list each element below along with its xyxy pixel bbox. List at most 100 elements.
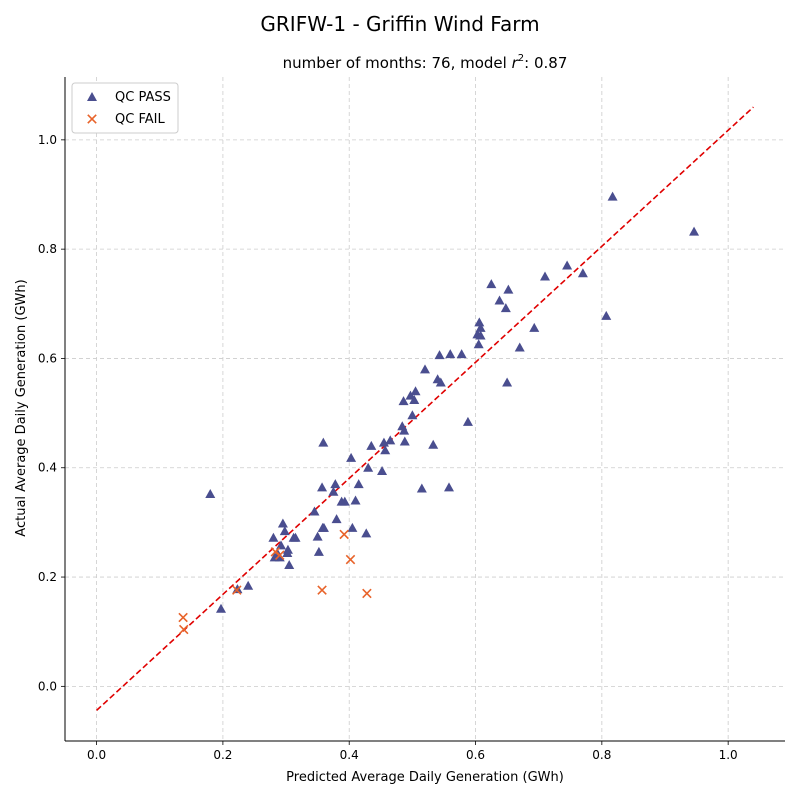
y-tick-label: 0.6 (38, 351, 57, 365)
legend-marker-pass (87, 92, 97, 101)
data-point-pass (318, 437, 329, 447)
chart-suptitle: GRIFW-1 - Griffin Wind Farm (260, 12, 539, 36)
data-point-fail (345, 554, 356, 565)
data-point-fail (274, 550, 285, 560)
data-point-pass (428, 439, 439, 449)
y-tick-label: 0.2 (38, 570, 57, 584)
data-point-pass (434, 350, 445, 360)
data-point-pass (398, 396, 409, 406)
data-point-fail (178, 612, 188, 623)
data-point-pass (607, 191, 618, 201)
subtitle-r: r (512, 54, 519, 72)
data-point-pass (366, 440, 377, 450)
data-point-pass (399, 425, 410, 435)
data-point-pass (435, 377, 446, 387)
data-point-pass (274, 552, 285, 562)
data-point-fail (362, 588, 372, 599)
data-point-pass (339, 496, 350, 506)
data-point-pass (444, 482, 454, 492)
data-point-pass (462, 416, 473, 426)
data-point-fail (270, 547, 281, 557)
x-tick-label: 0.6 (466, 748, 485, 762)
x-tick-label: 0.4 (340, 748, 359, 762)
data-point-pass (500, 303, 511, 313)
data-point-pass (268, 532, 279, 542)
points-layer (178, 191, 700, 635)
data-point-pass (361, 528, 372, 538)
fit-line (96, 106, 754, 711)
data-point-pass (562, 260, 573, 270)
data-point-pass (407, 410, 418, 420)
data-point-pass (353, 479, 364, 489)
data-point-pass (399, 436, 410, 446)
data-point-pass (284, 560, 295, 570)
data-point-pass (279, 526, 290, 536)
data-point-pass (475, 322, 486, 332)
data-point-pass (380, 445, 391, 455)
data-point-pass (494, 295, 505, 305)
data-point-pass (409, 394, 420, 404)
x-tick-label: 0.2 (213, 748, 232, 762)
data-point-pass (540, 271, 550, 281)
y-tick-label: 0.8 (38, 242, 57, 256)
data-point-pass (290, 532, 301, 542)
data-point-pass (377, 466, 388, 476)
data-point-fail (317, 585, 327, 595)
y-tick-label: 0.4 (38, 461, 57, 475)
data-point-pass (331, 514, 342, 524)
subtitle-exponent: 2 (518, 53, 524, 64)
data-point-pass (486, 279, 497, 289)
data-point-pass (385, 435, 396, 445)
data-point-pass (445, 349, 456, 359)
data-point-pass (282, 544, 293, 554)
legend-box (71, 82, 179, 134)
data-point-pass (243, 580, 254, 590)
data-point-pass (689, 226, 700, 236)
ticks-layer: 0.0 0.2 0.4 0.6 0.8 1.0 0.0 0.2 0.4 0.6 0.8 1.0 (38, 133, 738, 762)
data-point-pass (313, 546, 324, 556)
data-point-pass (312, 531, 323, 541)
legend-marker-fail (87, 114, 97, 124)
data-point-pass (346, 452, 357, 462)
axes (64, 77, 785, 742)
subtitle-suffix: : 0.87 (524, 54, 567, 72)
x-axis-label: Predicted Average Daily Generation (GWh) (286, 770, 564, 785)
y-tick-label: 0.0 (38, 679, 57, 693)
data-point-pass (475, 330, 486, 340)
legend: QC PASS QC FAIL (71, 82, 179, 134)
data-point-pass (347, 522, 358, 532)
x-tick-label: 0.0 (87, 748, 106, 762)
data-point-pass (456, 349, 467, 359)
data-point-pass (601, 310, 612, 320)
data-point-fail (232, 585, 242, 595)
data-point-pass (330, 479, 341, 489)
grid (65, 77, 785, 741)
data-point-pass (328, 486, 339, 496)
data-point-pass (416, 483, 427, 493)
y-axis-label: Actual Average Daily Generation (GWh) (14, 279, 29, 536)
data-point-pass (502, 377, 513, 387)
data-point-pass (205, 488, 216, 498)
data-point-pass (309, 506, 320, 516)
data-point-pass (277, 518, 288, 528)
data-point-pass (363, 462, 374, 472)
data-point-pass (276, 540, 286, 550)
chart-subtitle: number of months: 76, model r2: 0.87 (283, 53, 568, 72)
x-tick-label: 0.8 (592, 748, 611, 762)
data-point-pass (350, 495, 361, 505)
y-tick-label: 1.0 (38, 133, 57, 147)
subtitle-prefix: number of months: 76, model (283, 54, 512, 72)
fit-line-layer (96, 106, 754, 711)
data-point-pass (410, 386, 421, 396)
data-point-pass (216, 603, 226, 613)
data-point-pass (514, 342, 525, 352)
data-point-pass (529, 322, 540, 332)
data-point-pass (474, 317, 485, 327)
legend-label: QC PASS (115, 90, 171, 105)
x-tick-label: 1.0 (719, 748, 738, 762)
data-point-fail (339, 529, 349, 540)
data-point-pass (473, 339, 484, 349)
data-point-pass (503, 284, 514, 294)
legend-label: QC FAIL (115, 112, 165, 127)
